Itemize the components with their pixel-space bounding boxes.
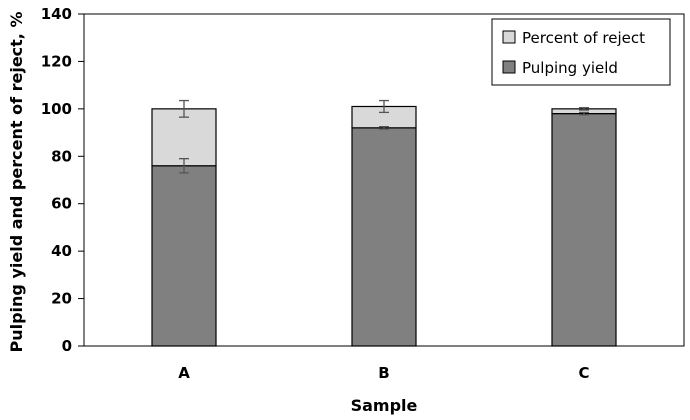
y-tick-label: 60 bbox=[51, 195, 72, 213]
y-axis: 0 20 40 60 80 100 120 140 bbox=[41, 5, 84, 355]
x-tick-label: A bbox=[178, 364, 190, 382]
y-tick-label: 0 bbox=[62, 337, 72, 355]
x-axis: A B C bbox=[178, 364, 589, 382]
y-tick-label: 120 bbox=[41, 52, 72, 70]
legend-label: Percent of reject bbox=[522, 29, 645, 47]
y-tick-label: 40 bbox=[51, 242, 72, 260]
bar-pulping-yield bbox=[351, 127, 417, 347]
legend-label: Pulping yield bbox=[522, 59, 618, 77]
y-tick-label: 100 bbox=[41, 100, 72, 118]
x-tick-label: C bbox=[578, 364, 589, 382]
legend-box bbox=[491, 18, 671, 86]
legend-swatch bbox=[502, 30, 516, 44]
bar-percent-of-reject bbox=[151, 108, 217, 167]
y-tick-label: 20 bbox=[51, 290, 72, 308]
plot-frame bbox=[83, 13, 685, 347]
error-bars bbox=[179, 99, 589, 174]
x-tick-label: B bbox=[378, 364, 389, 382]
y-axis-title: Pulping yield and percent of reject, % bbox=[7, 12, 26, 353]
legend: Percent of reject Pulping yield bbox=[491, 18, 671, 86]
y-tick-label: 80 bbox=[51, 147, 72, 165]
bar-pulping-yield bbox=[151, 165, 217, 347]
x-axis-title: Sample bbox=[351, 396, 418, 415]
bars bbox=[151, 105, 617, 347]
y-tick-label: 140 bbox=[41, 5, 72, 23]
legend-swatch bbox=[502, 60, 516, 74]
bar-pulping-yield bbox=[551, 112, 617, 347]
